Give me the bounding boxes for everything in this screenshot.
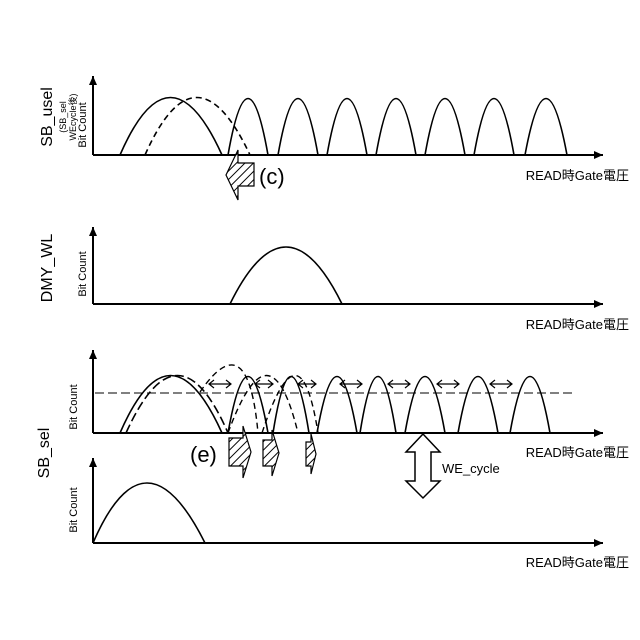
- panel-sb-sel-upper: (e) WE_cycle READ時Gate電圧 Bit Count: [68, 350, 629, 498]
- marker-e: (e): [190, 442, 217, 467]
- x-axis-label: READ時Gate電圧: [526, 168, 629, 183]
- panel-sb-sel-lower: READ時Gate電圧 Bit Count: [68, 458, 629, 570]
- panel-sb-usel: (c) READ時Gate電圧 SB_usel (SB_sel WEcycle後…: [39, 76, 629, 200]
- marker-c: (c): [259, 164, 285, 189]
- y-label-sub1: (SB_sel: [58, 101, 68, 133]
- x-axis-label: READ時Gate電圧: [526, 555, 629, 570]
- erase-state-distribution: [93, 483, 205, 543]
- y-label-main: SB_usel: [39, 87, 56, 147]
- shift-arrow-c: [226, 150, 254, 200]
- y-label-main: DMY_WL: [39, 234, 56, 303]
- dummy-distribution: [230, 247, 342, 304]
- y-label-count: Bit Count: [77, 102, 89, 147]
- panel-dmy-wl: READ時Gate電圧 DMY_WL Bit Count: [39, 227, 629, 332]
- y-label-count: Bit Count: [68, 487, 80, 532]
- we-cycle-label: WE_cycle: [442, 461, 500, 476]
- group-label-sb-sel: SB_sel: [36, 428, 53, 479]
- x-axis-label: READ時Gate電圧: [526, 445, 629, 460]
- x-axis-label: READ時Gate電圧: [526, 317, 629, 332]
- we-cycle-double-arrow: [406, 434, 440, 498]
- program-state-distributions: [228, 99, 567, 156]
- y-label-count: Bit Count: [68, 384, 80, 429]
- erase-state-distribution: [120, 98, 250, 156]
- y-label-count: Bit Count: [77, 251, 89, 296]
